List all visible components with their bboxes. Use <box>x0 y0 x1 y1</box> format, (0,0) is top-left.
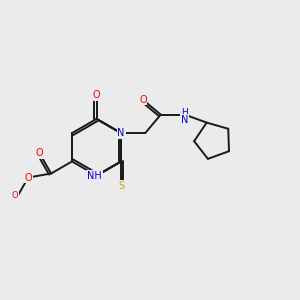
Text: N: N <box>117 128 125 138</box>
Text: O: O <box>93 90 101 100</box>
Text: O: O <box>139 95 147 105</box>
Text: S: S <box>118 181 124 190</box>
Text: O: O <box>24 172 32 182</box>
Text: O: O <box>12 191 18 200</box>
Text: H: H <box>182 109 188 118</box>
Text: NH: NH <box>87 171 102 181</box>
Text: N: N <box>181 115 188 125</box>
Text: O: O <box>36 148 43 158</box>
